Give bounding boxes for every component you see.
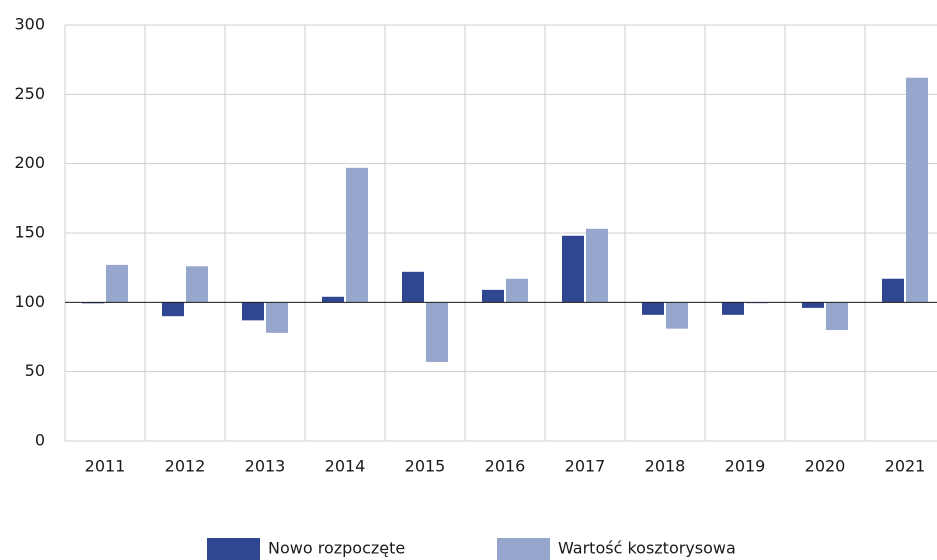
bar (722, 302, 744, 315)
bar (162, 302, 184, 317)
x-tick-label: 2015 (405, 457, 446, 476)
bar (826, 302, 848, 331)
x-tick-label: 2014 (325, 457, 366, 476)
legend-swatch (497, 538, 550, 560)
y-tick-label: 100 (14, 292, 45, 311)
y-tick-label: 250 (14, 84, 45, 103)
x-tick-label: 2011 (85, 457, 126, 476)
x-tick-label: 2013 (245, 457, 286, 476)
bar (586, 228, 608, 303)
legend-label: Wartość kosztorysowa (558, 539, 736, 558)
bar (642, 302, 664, 315)
bar (906, 77, 928, 303)
bar (266, 302, 288, 333)
y-tick-label: 150 (14, 223, 45, 242)
y-tick-label: 200 (14, 153, 45, 172)
bar (106, 264, 128, 303)
bar (802, 302, 824, 308)
x-tick-label: 2021 (885, 457, 926, 476)
y-tick-label: 50 (25, 361, 45, 380)
x-tick-label: 2012 (165, 457, 206, 476)
bar (186, 266, 208, 303)
y-tick-label: 300 (14, 15, 45, 34)
bar (242, 302, 264, 321)
bar (666, 302, 688, 329)
x-tick-label: 2020 (805, 457, 846, 476)
x-tick-label: 2018 (645, 457, 686, 476)
y-tick-label: 0 (35, 431, 45, 450)
x-tick-label: 2016 (485, 457, 526, 476)
x-tick-label: 2017 (565, 457, 606, 476)
bar (482, 289, 504, 303)
legend-swatch (207, 538, 260, 560)
bar (346, 167, 368, 303)
bar (402, 271, 424, 303)
bar (882, 278, 904, 303)
bar (506, 278, 528, 303)
legend-label: Nowo rozpoczęte (268, 539, 405, 558)
bar (322, 296, 344, 303)
bar (426, 302, 448, 362)
bar (562, 235, 584, 303)
x-tick-label: 2019 (725, 457, 766, 476)
